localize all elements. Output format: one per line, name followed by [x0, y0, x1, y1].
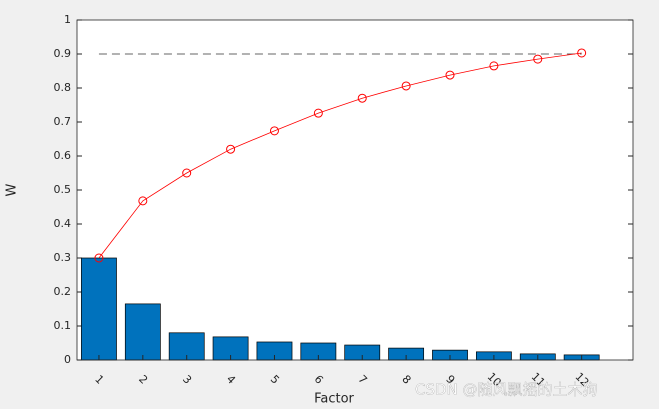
x-tick-label: 7 [356, 373, 370, 387]
x-tick-label: 3 [180, 373, 194, 387]
cumulative-marker [445, 70, 455, 80]
y-tick-label: 0.4 [54, 217, 72, 230]
cumulative-marker [269, 126, 279, 136]
y-tick-label: 1 [64, 13, 71, 26]
y-tick-label: 0.9 [54, 47, 72, 60]
cumulative-marker [357, 93, 367, 103]
y-axis-label: W [5, 183, 20, 196]
y-tick-label: 0.2 [54, 285, 72, 298]
x-tick-label: 8 [399, 373, 413, 387]
cumulative-marker [401, 81, 411, 91]
x-tick-label: 5 [268, 373, 282, 387]
x-tick-label: 4 [224, 373, 238, 387]
x-tick-label: 2 [136, 373, 150, 387]
cumulative-marker [489, 61, 499, 71]
watermark: CSDN @随风飘摇的土木狗 [415, 381, 598, 399]
bar [81, 257, 117, 361]
cumulative-line [98, 52, 582, 259]
axes-box [76, 19, 634, 361]
y-tick-label: 0.5 [54, 183, 72, 196]
cumulative-marker [138, 196, 148, 206]
x-axis-label: Factor [314, 392, 354, 407]
y-tick-label: 0.6 [54, 149, 72, 162]
cumulative-marker [226, 144, 236, 154]
x-tick-label: 6 [312, 373, 326, 387]
y-tick-label: 0.8 [54, 81, 72, 94]
bar [124, 303, 161, 361]
cumulative-marker [182, 168, 192, 178]
y-tick-label: 0.7 [54, 115, 72, 128]
cumulative-marker [94, 253, 104, 263]
y-tick-label: 0.3 [54, 251, 72, 264]
y-tick-label: 0 [64, 353, 71, 366]
x-tick-label: 1 [92, 373, 106, 387]
cumulative-marker [577, 48, 587, 58]
cumulative-marker [533, 54, 543, 64]
plot-area [77, 20, 633, 360]
cumulative-marker [313, 108, 323, 118]
y-tick-label: 0.1 [54, 319, 72, 332]
